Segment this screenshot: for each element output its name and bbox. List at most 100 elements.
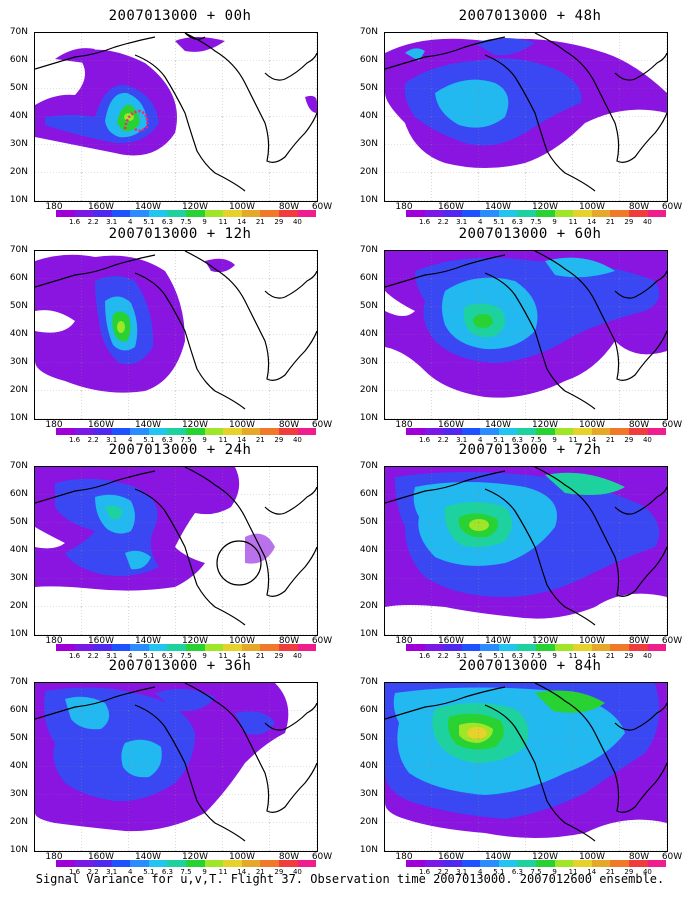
lon-label: 100W — [578, 420, 606, 430]
colorbar-swatch — [591, 860, 611, 867]
lon-label: 100W — [578, 636, 606, 646]
colorbar-label: 21 — [605, 652, 615, 660]
lon-label: 140W — [484, 636, 512, 646]
colorbar-swatch — [278, 860, 298, 867]
lat-label: 60N — [9, 273, 28, 283]
colorbar-swatch — [591, 210, 611, 217]
variance-field — [385, 467, 667, 635]
lat-label: 60N — [359, 489, 378, 499]
colorbar-swatch — [517, 428, 537, 435]
colorbar-swatch — [204, 644, 224, 651]
colorbar-swatch — [93, 644, 112, 651]
colorbar-label: 6.3 — [511, 652, 523, 660]
colorbar-label: 5.1 — [493, 436, 505, 444]
colorbar-label: 11 — [218, 652, 228, 660]
lon-label: 160W — [87, 852, 115, 862]
colorbar-swatch — [186, 210, 205, 217]
colorbar-label: 1.6 — [418, 652, 431, 660]
colorbar-swatch — [241, 210, 261, 217]
lon-label: 160W — [437, 636, 465, 646]
lat-label: 20N — [359, 167, 378, 177]
panel-title: 2007013000 + 00h — [108, 8, 252, 24]
variance-map — [384, 682, 668, 852]
lat-label: 30N — [9, 789, 28, 799]
colorbar-swatch — [56, 644, 75, 651]
variance-map — [34, 250, 318, 420]
colorbar-swatch — [628, 428, 648, 435]
lat-label: 20N — [9, 385, 28, 395]
colorbar — [406, 210, 667, 217]
colorbar-swatch — [56, 210, 75, 217]
colorbar-label: 40 — [642, 652, 652, 660]
lat-label: 10N — [9, 413, 28, 423]
lat-label: 20N — [359, 817, 378, 827]
colorbar-swatch — [241, 428, 261, 435]
lat-label: 60N — [359, 705, 378, 715]
colorbar-swatch — [647, 860, 667, 867]
colorbar-label: 9 — [552, 436, 557, 444]
colorbar-label: 7.5 — [180, 218, 192, 226]
colorbar-label: 6.3 — [511, 218, 523, 226]
colorbar-swatch — [591, 644, 611, 651]
colorbar-swatch — [223, 210, 242, 217]
colorbar-swatch — [186, 644, 205, 651]
colorbar-swatch — [406, 428, 425, 435]
colorbar-swatch — [130, 644, 149, 651]
lon-label: 120W — [531, 636, 559, 646]
colorbar-label: 1.6 — [68, 868, 81, 876]
lon-label: 120W — [181, 420, 209, 430]
colorbar-label: 7.5 — [180, 436, 192, 444]
colorbar-label: 9 — [202, 436, 207, 444]
colorbar-swatch — [186, 860, 205, 867]
figure-caption: Signal Variance for u,v,T. Flight 37. Ob… — [35, 872, 665, 886]
colorbar-label: 11 — [568, 652, 578, 660]
variance-field — [385, 683, 667, 851]
colorbar-label: 3.1 — [106, 218, 118, 226]
colorbar-label: 4 — [478, 868, 483, 876]
lat-label: 20N — [359, 601, 378, 611]
colorbar-label: 29 — [274, 436, 284, 444]
lat-label: 20N — [9, 167, 28, 177]
lon-label: 60W — [661, 420, 683, 430]
colorbar-label: 1.6 — [418, 218, 431, 226]
panel-title: 2007013000 + 12h — [108, 226, 252, 242]
colorbar-swatch — [406, 644, 425, 651]
colorbar-label: 4 — [478, 436, 483, 444]
colorbar-swatch — [573, 428, 592, 435]
colorbar-swatch — [443, 428, 462, 435]
colorbar-swatch — [628, 644, 648, 651]
colorbar-swatch — [111, 210, 131, 217]
colorbar-swatch — [93, 428, 112, 435]
lat-label: 30N — [359, 573, 378, 583]
colorbar-swatch — [241, 860, 261, 867]
colorbar-swatch — [443, 860, 462, 867]
lon-label: 60W — [311, 636, 333, 646]
colorbar-label: 40 — [642, 436, 652, 444]
lon-label: 60W — [311, 420, 333, 430]
colorbar-label: 21 — [255, 868, 265, 876]
lat-label: 40N — [359, 761, 378, 771]
colorbar-swatch — [628, 860, 648, 867]
lat-label: 30N — [359, 139, 378, 149]
lat-label: 30N — [9, 573, 28, 583]
colorbar-label: 7.5 — [530, 652, 542, 660]
colorbar-label: 4 — [128, 868, 133, 876]
variance-field — [385, 33, 667, 201]
colorbar-label: 11 — [568, 218, 578, 226]
colorbar-label: 2.2 — [437, 436, 449, 444]
colorbar-swatch — [591, 428, 611, 435]
colorbar-swatch — [74, 428, 94, 435]
colorbar-swatch — [260, 210, 279, 217]
lon-label: 100W — [578, 202, 606, 212]
colorbar-label: 4 — [128, 436, 133, 444]
colorbar-label: 21 — [605, 218, 615, 226]
colorbar-swatch — [647, 644, 667, 651]
panel-title: 2007013000 + 84h — [458, 658, 602, 674]
colorbar-label: 40 — [642, 868, 652, 876]
panel-title: 2007013000 + 60h — [458, 226, 602, 242]
colorbar-label: 21 — [255, 652, 265, 660]
colorbar-swatch — [167, 210, 187, 217]
colorbar-label: 6.3 — [511, 868, 523, 876]
colorbar-label: 11 — [568, 436, 578, 444]
colorbar — [56, 644, 317, 651]
